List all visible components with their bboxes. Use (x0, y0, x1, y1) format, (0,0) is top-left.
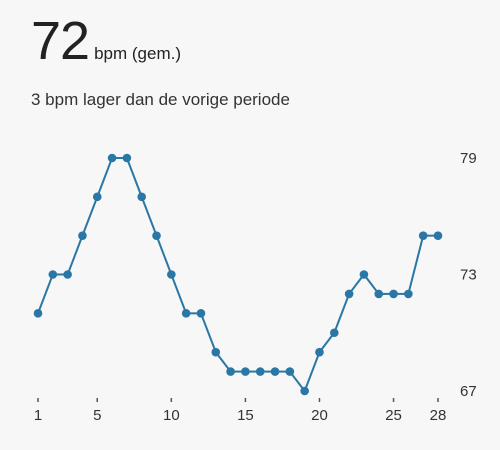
data-point (152, 231, 161, 240)
series-line-segment (155, 235, 173, 275)
data-point (315, 347, 324, 357)
data-point (78, 231, 87, 240)
series-line-segment (81, 196, 99, 237)
heart-rate-series (33, 153, 443, 396)
comparison-subtitle: 3 bpm lager dan de vorige periode (31, 90, 290, 109)
data-point (285, 367, 295, 376)
series-line-segment (66, 235, 84, 275)
data-point (374, 289, 384, 299)
data-point (329, 328, 339, 338)
data-point (344, 289, 354, 299)
data-point (196, 309, 206, 318)
x-tick-label: 15 (237, 407, 254, 424)
data-point (241, 367, 250, 376)
y-tick-label: 67 (460, 383, 477, 400)
x-tick-label: 10 (163, 407, 180, 424)
data-point (270, 367, 280, 376)
data-point (107, 153, 117, 163)
x-axis: 1 5 10 15 20 25 28 (34, 398, 447, 424)
series-line-segment (96, 157, 114, 198)
average-value: 72 (31, 11, 90, 71)
data-point (33, 309, 43, 318)
y-tick-label: 73 (460, 267, 477, 284)
series-line-segment (37, 274, 54, 314)
series-line-segment (407, 235, 425, 295)
x-tick-label: 1 (34, 407, 42, 424)
data-point (433, 231, 443, 240)
x-tick-label: 5 (93, 407, 101, 424)
data-point (226, 367, 235, 376)
data-point (300, 386, 309, 396)
data-point (63, 270, 72, 279)
y-axis: 67 73 79 (460, 150, 477, 400)
data-point (48, 270, 58, 279)
data-point (359, 270, 369, 279)
data-point (181, 309, 191, 318)
data-point (211, 347, 221, 357)
series-line-segment (170, 274, 188, 314)
series-line-segment (125, 157, 143, 198)
series-line-segment (303, 351, 321, 392)
x-tick-label: 28 (430, 407, 447, 424)
data-point (167, 270, 176, 279)
data-point (389, 289, 398, 299)
x-tick-label: 25 (385, 407, 402, 424)
data-point (404, 289, 413, 299)
unit-label: bpm (gem.) (94, 44, 181, 63)
series-line-segment (333, 293, 351, 334)
series-line-segment (140, 196, 158, 237)
data-point (418, 231, 428, 240)
x-tick-label: 20 (311, 407, 328, 424)
data-point (255, 367, 265, 376)
data-point (122, 153, 132, 163)
header: 72 bpm (gem.) (31, 0, 181, 84)
series-line-segment (200, 312, 217, 353)
data-point (137, 192, 147, 202)
y-tick-label: 79 (460, 150, 477, 167)
data-point (92, 192, 102, 202)
